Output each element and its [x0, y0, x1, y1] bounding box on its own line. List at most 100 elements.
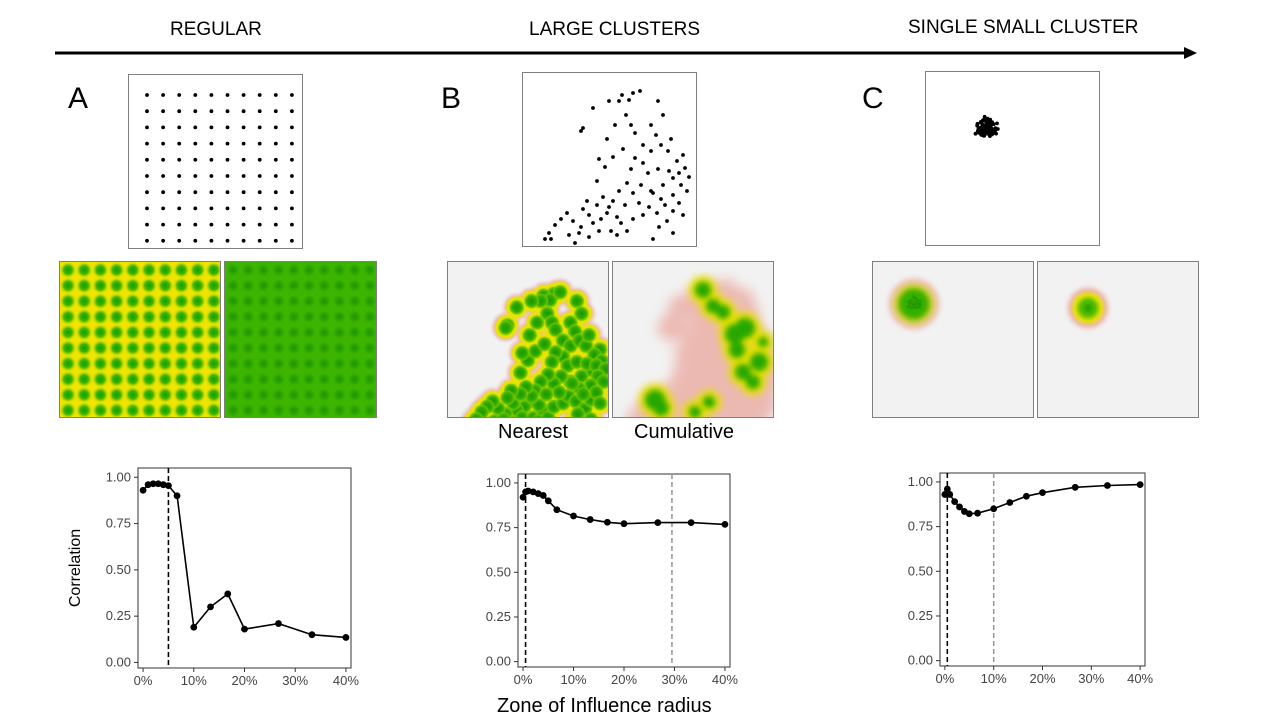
influence-spot [156, 262, 175, 279]
influence-spot [362, 278, 376, 293]
influence-spot [735, 364, 751, 380]
influence-spot [156, 339, 175, 357]
influence-spot [156, 276, 175, 295]
influence-spot [123, 323, 142, 342]
point [591, 221, 595, 225]
influence-spot [317, 403, 332, 417]
influence-spot [256, 372, 271, 387]
point [675, 159, 679, 163]
point [290, 125, 294, 130]
point [177, 109, 182, 114]
point [677, 201, 681, 205]
point [649, 123, 653, 127]
influence-spot [226, 356, 240, 371]
influence-halo [729, 400, 756, 417]
point [984, 120, 989, 124]
panel-label-b: B [441, 82, 462, 115]
y-tick-label: 0.00 [908, 653, 933, 668]
influence-spot [60, 262, 77, 279]
point [145, 190, 149, 195]
influence-spot [286, 309, 301, 324]
x-tick-label: 0% [514, 672, 533, 687]
point [681, 213, 685, 217]
heatmap-single-cluster-cumulative [1037, 261, 1199, 418]
influence-spot [362, 263, 376, 277]
influence-spot [91, 401, 110, 417]
point [177, 157, 182, 162]
influence-spot [347, 263, 362, 277]
influence-spot [204, 276, 220, 295]
influence-spot [107, 262, 126, 279]
data-point [308, 631, 316, 639]
y-tick-label: 0.75 [486, 520, 511, 535]
data-point [224, 590, 232, 598]
point [681, 153, 685, 157]
point [241, 190, 246, 195]
influence-spot [271, 325, 286, 340]
caption-nearest: Nearest [498, 421, 569, 443]
point [981, 125, 986, 130]
influence-spot [362, 372, 376, 387]
point [257, 174, 262, 178]
point [257, 206, 262, 211]
point [145, 174, 149, 178]
point [257, 141, 262, 146]
data-point [154, 480, 162, 488]
influence-spot [362, 387, 376, 402]
point [290, 174, 294, 178]
influence-spot [286, 372, 301, 387]
point [587, 213, 591, 217]
point [627, 98, 631, 102]
influence-spot [271, 356, 286, 371]
point [607, 205, 611, 209]
influence-spot [188, 276, 207, 295]
point [669, 137, 673, 141]
point [290, 206, 294, 211]
heatmap-regular-nearest [59, 261, 221, 418]
influence-spot [188, 401, 207, 417]
influence-spot [347, 387, 362, 402]
point [290, 109, 294, 114]
influence-spot [332, 387, 347, 402]
point [982, 133, 987, 138]
influence-spot [332, 372, 347, 387]
influence-spot [256, 263, 271, 277]
point [257, 109, 262, 114]
point [273, 206, 278, 211]
point [661, 183, 665, 187]
influence-spot [60, 339, 77, 357]
point [671, 176, 675, 180]
point [257, 93, 262, 97]
x-tick-label: 40% [333, 673, 359, 685]
data-point [539, 492, 547, 499]
correlation-chart-b: 0.00 0.25 0.50 0.75 1.00 0% 10% 20% 30% 40% [486, 473, 738, 687]
point [209, 141, 214, 146]
influence-spot [123, 354, 142, 373]
point [273, 125, 278, 130]
influence-spot [123, 370, 142, 389]
point [257, 238, 262, 243]
influence-spot [286, 403, 301, 417]
data-point [990, 505, 998, 513]
point [549, 237, 553, 241]
point [979, 132, 983, 136]
point [193, 141, 198, 146]
influence-spot [497, 319, 514, 336]
influence-spot [204, 262, 220, 279]
influence-spot [332, 403, 347, 417]
influence-spot [60, 276, 77, 295]
point [145, 93, 149, 97]
x-tick-label: 30% [661, 672, 687, 687]
point [177, 190, 182, 195]
influence-spot [172, 262, 191, 279]
influence-spot [156, 370, 175, 389]
y-tick-label: 0.25 [106, 608, 131, 623]
point [161, 93, 165, 97]
influence-spot [140, 370, 158, 389]
data-point [519, 493, 527, 501]
y-tick-label: 0.50 [486, 564, 511, 579]
influence-spot [317, 278, 332, 293]
influence-spot [75, 307, 94, 326]
influence-spot [746, 375, 760, 389]
point [209, 93, 214, 97]
